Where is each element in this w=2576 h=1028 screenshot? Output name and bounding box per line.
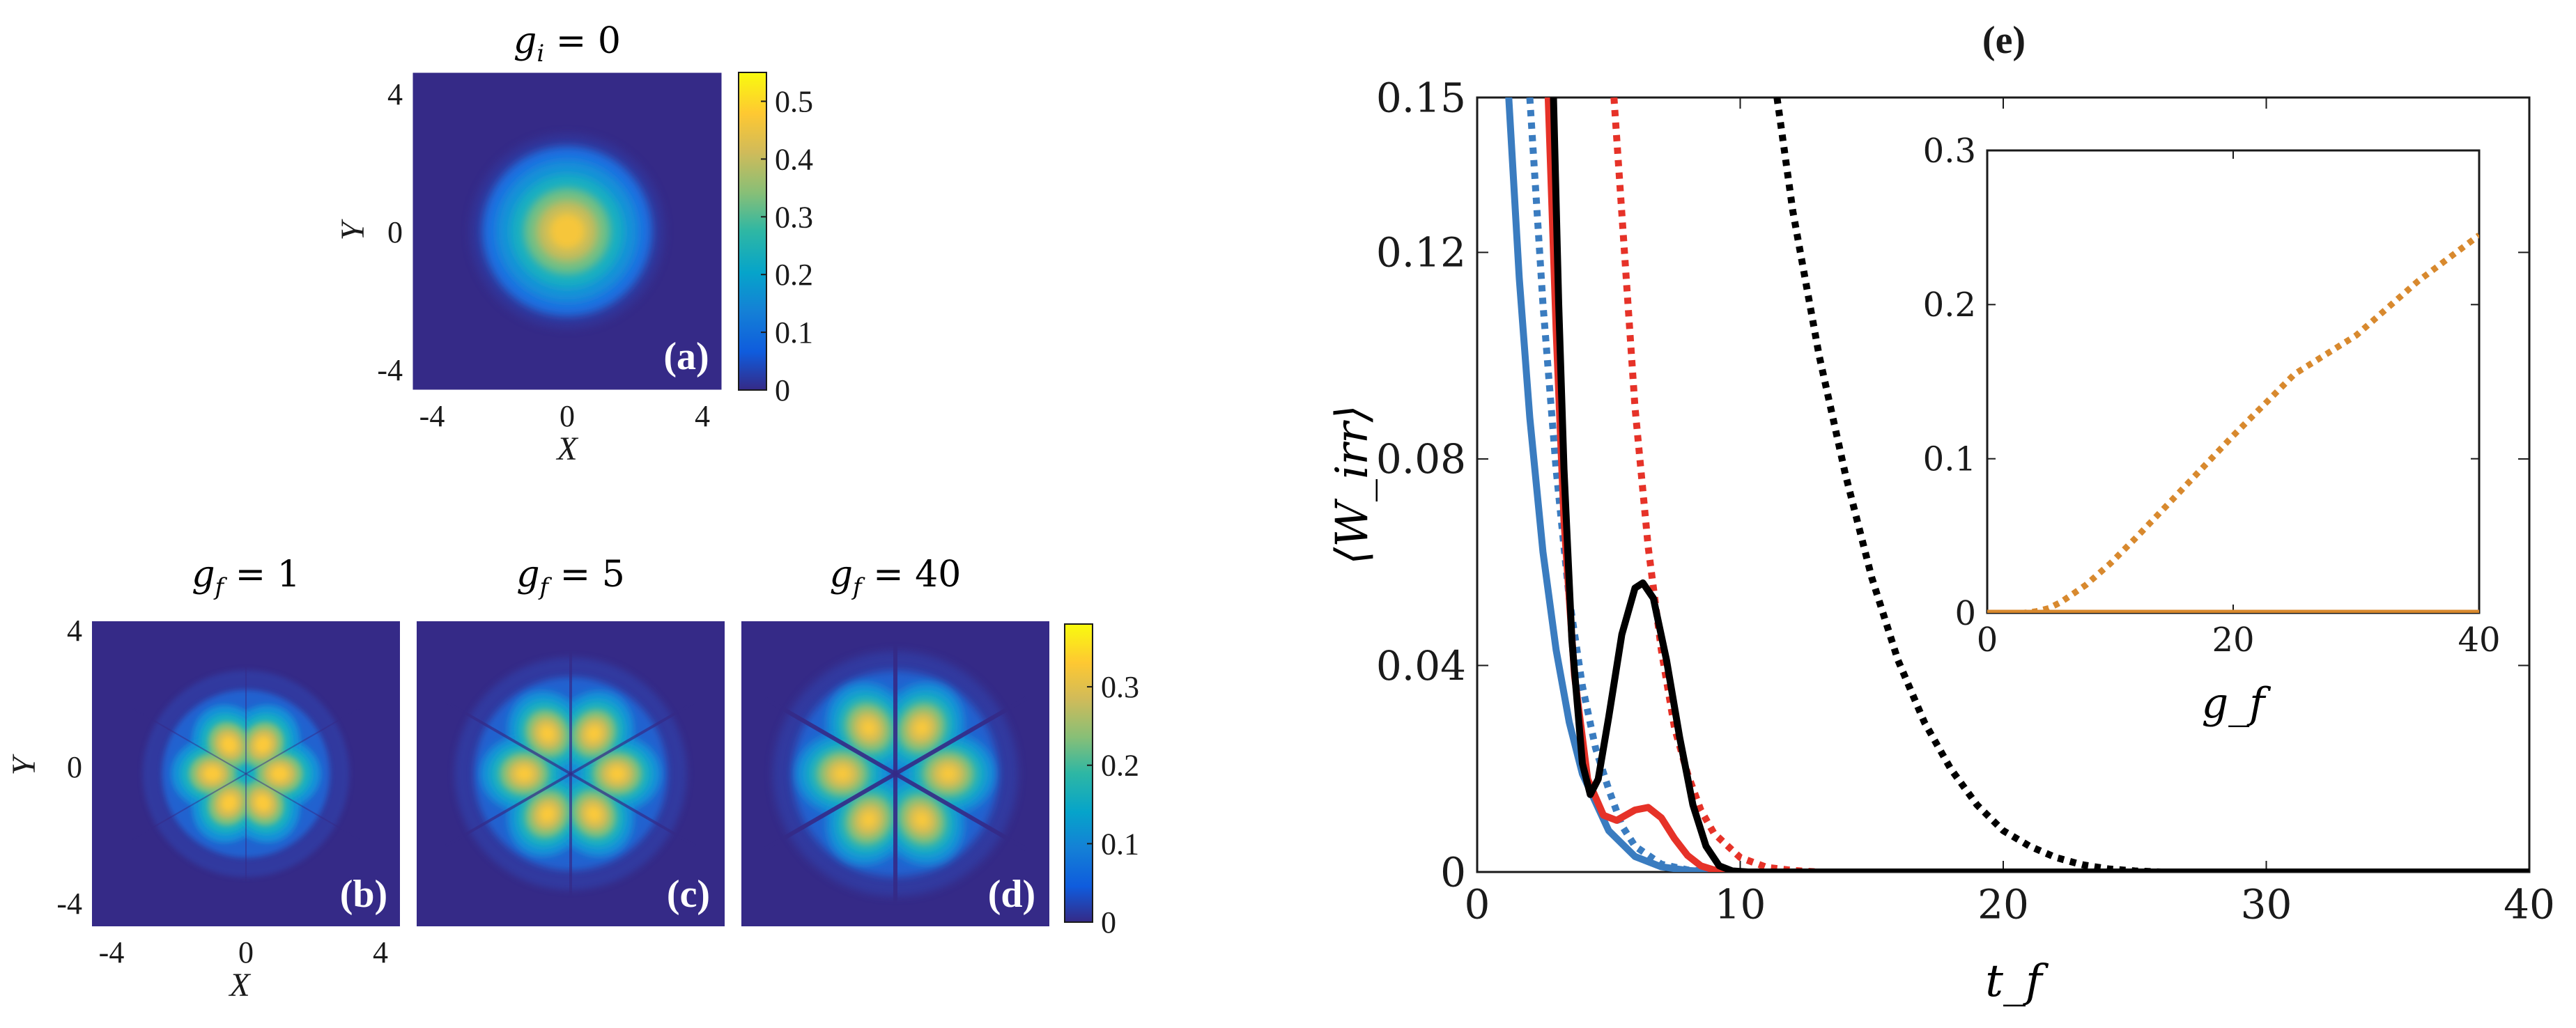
colorbar-tick-label: 0.5 [775, 84, 813, 118]
heatmap-lobe [539, 724, 556, 742]
a-ytick: 0 [387, 215, 403, 249]
inset-axis-ticks: 0 20 40 0 0.1 0.2 0.3 [1923, 132, 2501, 660]
heatmap-lobe [539, 805, 556, 823]
colorbar-tick-label: 0.3 [775, 200, 813, 234]
panel-b-title: gf = 1 [192, 554, 300, 601]
a-xtick: -4 [419, 399, 445, 433]
y-tick-label: 0.1 [1923, 439, 1976, 478]
x-tick-label: 0 [1465, 881, 1490, 928]
heatmap-lobe [254, 735, 271, 754]
heatmap-b [92, 621, 400, 926]
a-ytick: -4 [377, 353, 403, 387]
colorbar-tick-label: 0 [775, 373, 790, 407]
heatmap-nodal-line [764, 696, 1027, 851]
x-tick-label: 0 [1977, 621, 1998, 660]
colorbar-tick-label: 0.4 [775, 142, 813, 176]
main-axis-ticks: 0 10 20 30 40 0 0.04 0.08 0.12 0.15 [1376, 74, 2555, 928]
inset-series [1987, 233, 2479, 613]
x-tick-label: 20 [2212, 621, 2254, 660]
heatmap-lobe [221, 735, 238, 754]
panel-e: (e) 0 10 20 30 40 0 0.04 0.08 0.12 0.15 0 20 40 0 0.1… [1327, 19, 2555, 1007]
colorbar-tick-label: 0.3 [1101, 670, 1139, 704]
colorbar-d [1064, 623, 1093, 923]
heatmap-lobe [221, 794, 238, 812]
heatmap-lobe [913, 719, 930, 737]
main-xlabel: t_f [1985, 956, 2049, 1007]
heatmap-lobe [861, 811, 877, 829]
y-tick-label: 0 [1954, 594, 1976, 633]
x-tick-label: 40 [2458, 621, 2500, 660]
heatmap-lobe [608, 765, 626, 782]
heatmap-lobe [270, 765, 288, 782]
a-xtick: 0 [560, 399, 575, 433]
y-tick-label: 0.08 [1376, 435, 1466, 483]
x-tick-label: 10 [1715, 881, 1766, 928]
heatmap-nodal-line [445, 700, 697, 848]
panel-label-c: (c) [667, 873, 710, 916]
y-tick-label: 0.04 [1376, 642, 1466, 690]
b-ytick: -4 [56, 887, 82, 921]
y-tick-label: 0.2 [1923, 286, 1976, 325]
heatmap-lobe [913, 811, 930, 829]
b-ylabel: Y [6, 754, 43, 775]
colorbar-a-ticks: 0.5 0.4 0.3 0.2 0.1 0 [761, 84, 813, 407]
panel-d: gf = 40 (d) 0.3 0.2 0.1 0 [741, 554, 1139, 940]
x-tick-label: 40 [2504, 881, 2555, 928]
heatmap-lobe [939, 765, 957, 782]
panel-a: gi = 0 (a) -4 0 4 4 0 -4 X Y 0.50.40.30.… [334, 20, 813, 467]
panel-a-title: gi = 0 [514, 20, 621, 68]
y-tick-label: 0 [1440, 848, 1466, 896]
inset-axes [1986, 149, 2481, 614]
b-xtick: 4 [373, 935, 388, 969]
a-xtick: 4 [695, 399, 710, 433]
panel-label-e: (e) [1982, 19, 2026, 62]
colorbar-a [738, 72, 767, 391]
inset-xlabel: g_f [2202, 679, 2272, 728]
panel-b: gf = 1 (b) -4 0 4 4 0 -4 X Y [6, 554, 400, 1004]
panel-c: gf = 5 (c) [417, 554, 725, 926]
a-xlabel: X [555, 430, 578, 467]
y-tick-label: 0.15 [1376, 74, 1466, 121]
heatmap-lobe [515, 765, 533, 782]
panel-c-title: gf = 5 [516, 554, 625, 601]
heatmap-c [417, 621, 725, 926]
series-black-solid [1550, 98, 2529, 872]
heatmap-lobe [254, 794, 271, 812]
series-blue-dotted [1526, 98, 2529, 872]
heatmap-lobe [585, 724, 602, 742]
colorbar-tick-label: 0.2 [1101, 749, 1139, 783]
heatmap-lobe [585, 805, 602, 823]
colorbar-tick-label: 0.2 [775, 258, 813, 292]
a-ylabel: Y [334, 219, 371, 240]
b-ytick: 4 [67, 614, 82, 648]
series-orange-dotted [1987, 233, 2479, 613]
b-xtick: -4 [99, 935, 125, 969]
panel-d-title: gf = 40 [830, 554, 962, 601]
colorbar-d-ticks: 0.3 0.2 0.1 0 [1087, 670, 1139, 940]
a-ytick: 4 [387, 77, 403, 111]
x-tick-label: 30 [2241, 881, 2292, 928]
main-series [1505, 98, 2529, 872]
colorbar-tick-label: 0 [1101, 905, 1116, 940]
panel-label-d: (d) [988, 873, 1035, 916]
b-xtick: 0 [238, 935, 254, 969]
heatmap-lobe [833, 765, 851, 782]
b-ytick: 0 [67, 750, 82, 784]
colorbar-tick-label: 0.1 [775, 316, 813, 350]
x-tick-label: 20 [1977, 881, 2029, 928]
y-tick-label: 0.3 [1923, 132, 1976, 171]
heatmap-lobe [203, 765, 222, 782]
heatmap-d [741, 621, 1049, 926]
b-xlabel: X [228, 967, 251, 1004]
y-tick-label: 0.12 [1376, 229, 1466, 277]
heatmap-lobe [861, 719, 877, 737]
panel-label-b: (b) [340, 873, 387, 916]
main-ylabel: ⟨W_irr⟩ [1327, 405, 1378, 564]
heatmap-nodal-line [132, 707, 360, 841]
series-black-dotted [1773, 98, 2529, 872]
colorbar-tick-label: 0.1 [1101, 827, 1139, 861]
panel-label-a: (a) [663, 335, 709, 378]
heatmap-a-peak [549, 213, 585, 249]
